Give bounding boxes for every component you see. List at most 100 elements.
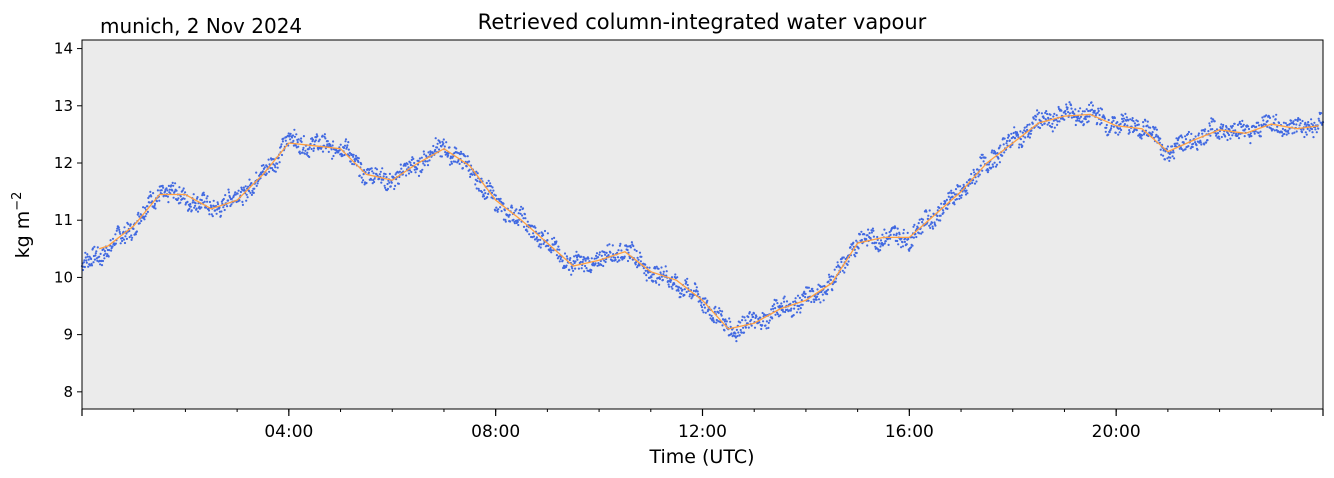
raw-point — [1009, 146, 1012, 149]
y-tick-label: 13 — [54, 97, 73, 115]
raw-point — [1128, 129, 1131, 132]
raw-point — [474, 183, 477, 186]
raw-point — [420, 171, 423, 174]
raw-point — [1122, 120, 1125, 123]
raw-point — [724, 318, 727, 321]
raw-point — [960, 196, 963, 199]
raw-point — [688, 295, 691, 298]
raw-point — [282, 137, 285, 140]
raw-point — [807, 299, 810, 302]
raw-point — [708, 313, 711, 316]
raw-point — [993, 161, 996, 164]
raw-point — [1029, 132, 1032, 135]
raw-point — [752, 312, 756, 315]
raw-point — [164, 194, 168, 197]
raw-point — [321, 134, 324, 137]
raw-point — [147, 196, 150, 200]
raw-point — [796, 294, 800, 297]
raw-point — [119, 242, 122, 245]
raw-point — [317, 140, 320, 143]
raw-point — [252, 191, 255, 194]
raw-point — [375, 168, 379, 171]
raw-point — [208, 200, 211, 204]
raw-point — [1044, 111, 1047, 114]
raw-point — [623, 255, 626, 258]
raw-point — [574, 254, 578, 257]
raw-point — [952, 201, 956, 204]
raw-point — [1121, 117, 1124, 120]
raw-point — [1229, 137, 1232, 140]
raw-point — [1187, 145, 1190, 148]
raw-point — [1227, 133, 1231, 137]
raw-point — [572, 269, 575, 272]
raw-point — [958, 197, 961, 200]
raw-point — [557, 245, 560, 248]
raw-point — [423, 153, 426, 156]
raw-point — [743, 316, 746, 319]
raw-point — [1026, 123, 1029, 127]
raw-point — [614, 256, 617, 259]
raw-point — [129, 223, 132, 226]
raw-point — [595, 257, 598, 260]
raw-point — [332, 154, 335, 158]
raw-point — [819, 301, 822, 304]
raw-point — [1144, 119, 1147, 122]
raw-point — [1225, 126, 1228, 129]
raw-point — [574, 267, 577, 270]
raw-point — [902, 228, 906, 231]
raw-point — [1151, 131, 1154, 134]
raw-point — [958, 194, 961, 198]
raw-point — [570, 265, 573, 268]
y-axis: 8 9 10 11 12 13 14 — [54, 40, 82, 401]
raw-point — [728, 317, 731, 320]
raw-point — [556, 248, 559, 251]
raw-point — [130, 238, 133, 241]
raw-point — [222, 197, 225, 201]
raw-point — [517, 212, 520, 215]
raw-point — [302, 146, 305, 149]
raw-point — [811, 287, 814, 290]
raw-point — [855, 239, 858, 242]
raw-point — [307, 148, 310, 151]
raw-point — [393, 187, 396, 191]
raw-point — [565, 255, 569, 258]
raw-point — [1103, 117, 1106, 120]
raw-point — [1159, 137, 1162, 140]
raw-point — [432, 144, 435, 148]
raw-point — [480, 191, 484, 194]
raw-point — [611, 244, 614, 247]
raw-point — [156, 189, 159, 192]
raw-point — [499, 206, 502, 209]
y-tick-label: 12 — [54, 154, 73, 172]
raw-point — [121, 236, 124, 240]
raw-point — [768, 319, 771, 322]
raw-point — [344, 140, 347, 143]
chart-title: Retrieved column-integrated water vapour — [478, 10, 927, 34]
raw-point — [1283, 132, 1286, 136]
raw-point — [528, 233, 531, 236]
raw-point — [1310, 128, 1314, 131]
raw-point — [758, 321, 761, 324]
raw-point — [655, 281, 658, 284]
raw-point — [1041, 123, 1044, 127]
raw-point — [964, 193, 968, 196]
raw-point — [241, 200, 244, 203]
raw-point — [206, 200, 209, 203]
raw-point — [321, 150, 325, 153]
raw-point — [475, 187, 478, 190]
x-tick-label: 04:00 — [264, 422, 313, 442]
raw-point — [779, 314, 782, 317]
raw-point — [397, 182, 400, 185]
y-axis-label-exponent: −2 — [10, 192, 25, 211]
raw-point — [96, 246, 99, 249]
raw-point — [207, 209, 211, 212]
raw-point — [1218, 137, 1221, 140]
raw-point — [203, 193, 206, 197]
raw-point — [700, 304, 703, 307]
raw-point — [776, 313, 780, 316]
raw-point — [765, 327, 768, 330]
raw-point — [703, 306, 707, 309]
raw-point — [194, 204, 197, 207]
raw-point — [1314, 128, 1317, 131]
raw-point — [1217, 135, 1220, 138]
